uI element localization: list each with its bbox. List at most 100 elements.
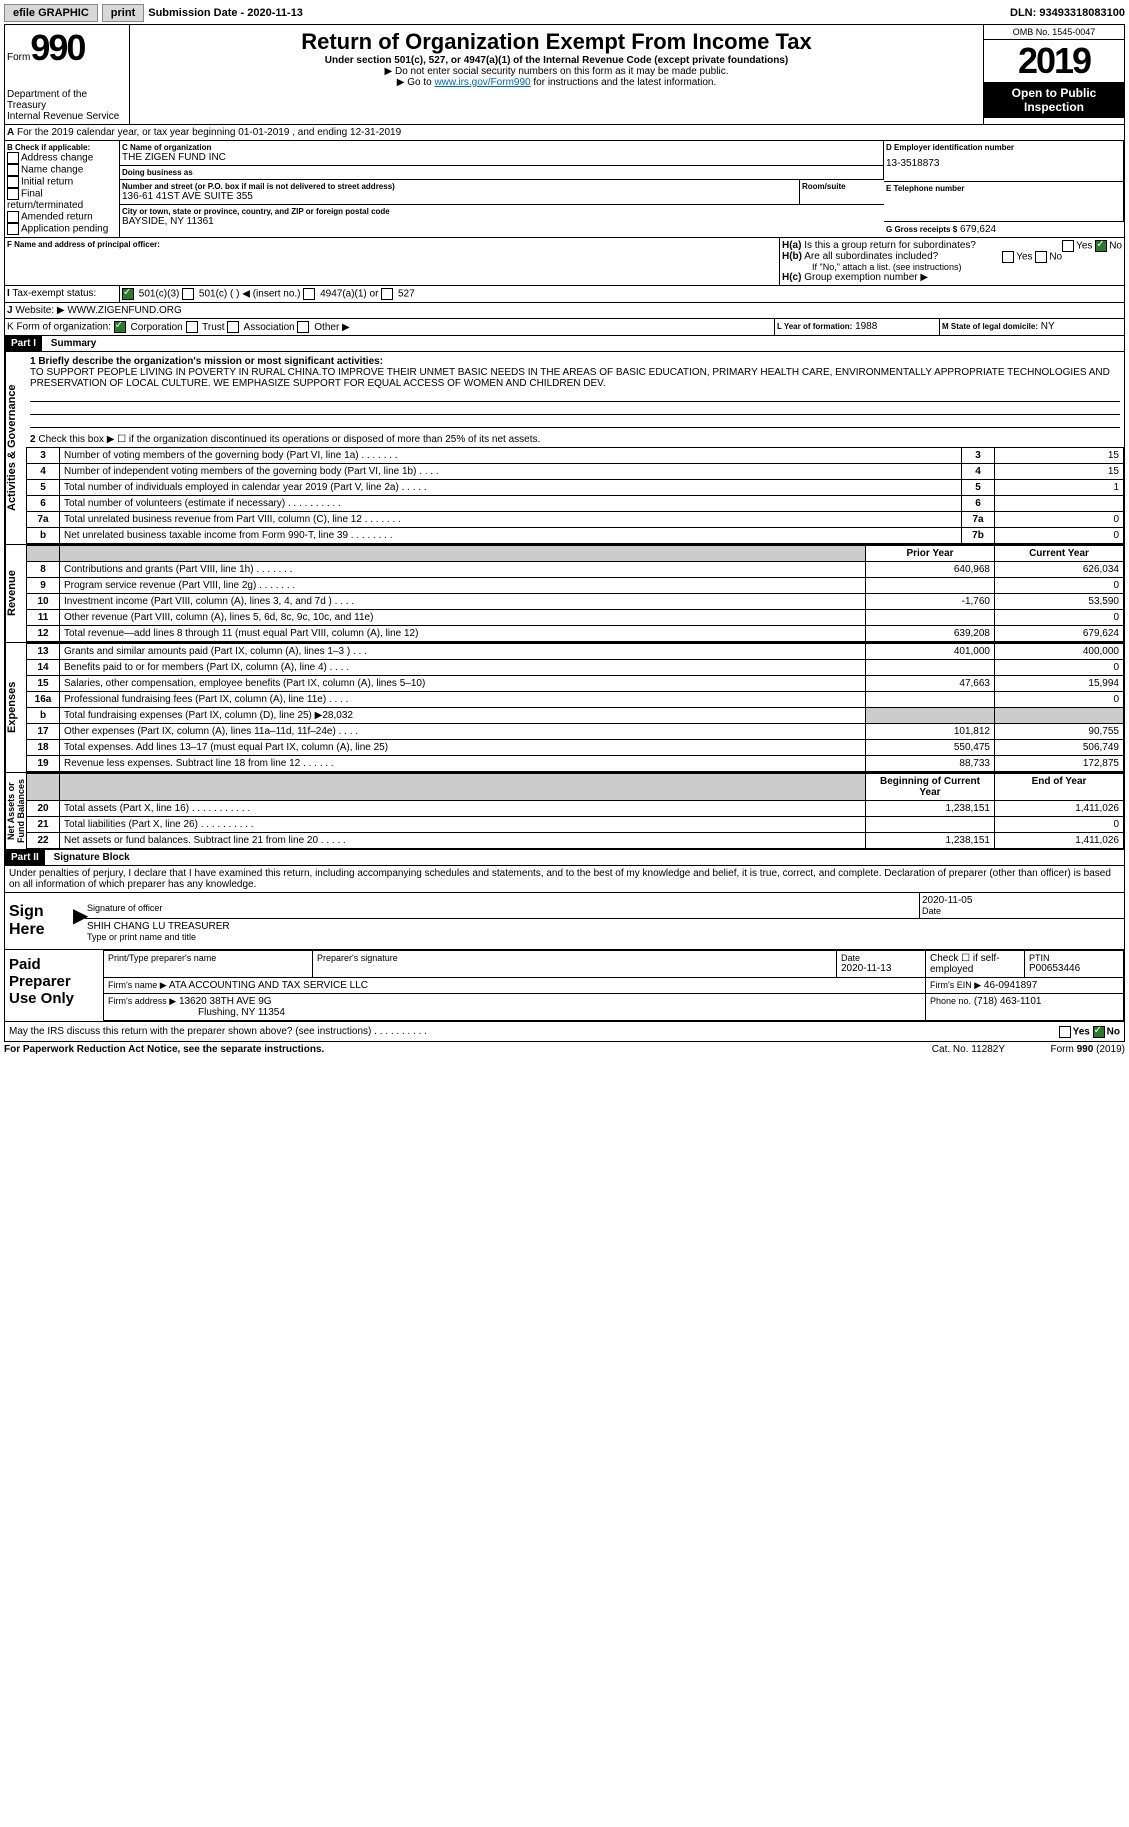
officer-label: F Name and address of principal officer: <box>7 240 777 249</box>
firm-name: ATA ACCOUNTING AND TAX SERVICE LLC <box>169 980 368 991</box>
line2-text: Check this box ▶ ☐ if the organization d… <box>38 434 540 445</box>
box-k-opt[interactable] <box>186 321 198 333</box>
website-label: Website: ▶ <box>15 305 64 316</box>
perjury-text: Under penalties of perjury, I declare th… <box>4 866 1125 893</box>
public-inspection: Open to Public Inspection <box>984 82 1124 118</box>
box-k-opt[interactable] <box>114 321 126 333</box>
footer-cat: Cat. No. 11282Y <box>932 1044 1005 1055</box>
tax-year: 2019 <box>984 40 1124 82</box>
room-label: Room/suite <box>802 182 882 191</box>
box-b-opt[interactable]: Amended return <box>7 211 117 223</box>
firm-name-label: Firm's name ▶ <box>108 980 167 990</box>
prep-date: 2020-11-13 <box>841 963 921 974</box>
hb-yes[interactable] <box>1002 251 1014 263</box>
box-b-title: B Check if applicable: <box>7 143 117 152</box>
tax-status-opt[interactable] <box>303 288 315 300</box>
dept-treasury: Department of the Treasury Internal Reve… <box>7 69 127 122</box>
prep-sig-label: Preparer's signature <box>317 953 832 963</box>
part1-hdr: Part I <box>5 336 42 351</box>
mission-label: 1 Briefly describe the organization's mi… <box>30 356 383 367</box>
addr-label: Number and street (or P.O. box if mail i… <box>122 182 797 191</box>
box-b-opt[interactable]: Application pending <box>7 223 117 235</box>
self-employed: Check ☐ if self-employed <box>926 951 1025 978</box>
box-l-label: L Year of formation: <box>777 322 852 331</box>
form-title: Return of Organization Exempt From Incom… <box>134 29 979 55</box>
part2-hdr: Part II <box>5 850 45 865</box>
part1-title: Summary <box>45 336 103 351</box>
ha-yes[interactable] <box>1062 240 1074 252</box>
box-b-opt[interactable]: Address change <box>7 152 117 164</box>
sign-here: Sign Here <box>5 893 73 949</box>
firm-addr1: 13620 38TH AVE 9G <box>179 996 272 1007</box>
form-number: 990 <box>30 27 84 68</box>
gross-receipts: 679,624 <box>960 224 996 235</box>
tax-status-opt[interactable] <box>122 288 134 300</box>
ptin: P00653446 <box>1029 963 1119 974</box>
firm-ein-label: Firm's EIN ▶ <box>930 980 981 990</box>
firm-addr-label: Firm's address ▶ <box>108 996 176 1006</box>
dba-label: Doing business as <box>122 168 881 177</box>
firm-phone-label: Phone no. <box>930 996 971 1006</box>
dln: DLN: 93493318083100 <box>1010 7 1125 19</box>
discuss-text: May the IRS discuss this return with the… <box>9 1026 427 1037</box>
period-line: A For the 2019 calendar year, or tax yea… <box>5 125 1124 140</box>
activities-governance-label: Activities & Governance <box>5 352 26 544</box>
footer-left: For Paperwork Reduction Act Notice, see … <box>4 1044 324 1055</box>
form-prefix: Form <box>7 52 30 63</box>
arrow-icon: ▶ <box>73 893 85 949</box>
firm-ein: 46-0941897 <box>984 980 1037 991</box>
domicile: NY <box>1041 321 1055 332</box>
tax-status-opt[interactable] <box>381 288 393 300</box>
efile-button[interactable]: efile GRAPHIC <box>4 4 98 22</box>
submission-date: Submission Date - 2020-11-13 <box>148 7 303 19</box>
box-b-opt[interactable]: Initial return <box>7 176 117 188</box>
mission-text: TO SUPPORT PEOPLE LIVING IN POVERTY IN R… <box>30 367 1120 389</box>
ha-no[interactable] <box>1095 240 1107 252</box>
hb-text: Are all subordinates included? <box>804 251 938 262</box>
prep-date-label: Date <box>841 953 921 963</box>
org-name: THE ZIGEN FUND INC <box>122 152 881 163</box>
footer-right: Form 990 (2019) <box>1005 1044 1125 1055</box>
city: BAYSIDE, NY 11361 <box>122 216 882 227</box>
top-action-bar: efile GRAPHIC print Submission Date - 20… <box>4 4 1125 22</box>
omb-number: OMB No. 1545-0047 <box>984 25 1124 40</box>
box-b-opt[interactable]: Name change <box>7 164 117 176</box>
print-button[interactable]: print <box>102 4 144 22</box>
box-b-opt[interactable]: Final return/terminated <box>7 188 117 211</box>
ptin-label: PTIN <box>1029 953 1119 963</box>
website-url: WWW.ZIGENFUND.ORG <box>67 305 181 316</box>
hb-no[interactable] <box>1035 251 1047 263</box>
ha-text: Is this a group return for subordinates? <box>804 240 976 251</box>
hint-link: ▶ Go to www.irs.gov/Form990 for instruct… <box>134 77 979 88</box>
box-k-opt[interactable] <box>227 321 239 333</box>
officer-name: SHIH CHANG LU TREASURER <box>87 921 1122 932</box>
org-name-label: C Name of organization <box>122 143 881 152</box>
year-formation: 1988 <box>855 321 877 332</box>
box-m-label: M State of legal domicile: <box>942 322 1038 331</box>
receipts-label: G Gross receipts $ <box>886 225 957 234</box>
form-subtitle: Under section 501(c), 527, or 4947(a)(1)… <box>134 55 979 66</box>
discuss-no[interactable] <box>1093 1026 1105 1038</box>
tax-status-label: Tax-exempt status: <box>12 288 96 299</box>
box-k-opt[interactable] <box>297 321 309 333</box>
sig-officer-label: Signature of officer <box>87 903 917 913</box>
net-assets-label: Net Assets orFund Balances <box>5 773 26 849</box>
phone-label: E Telephone number <box>886 184 1121 193</box>
city-label: City or town, state or province, country… <box>122 207 882 216</box>
discuss-yes[interactable] <box>1059 1026 1071 1038</box>
revenue-label: Revenue <box>5 545 26 642</box>
tax-status-opt[interactable] <box>182 288 194 300</box>
irs-link[interactable]: www.irs.gov/Form990 <box>434 77 530 88</box>
officer-name-label: Type or print name and title <box>87 932 1122 942</box>
expenses-label: Expenses <box>5 643 26 772</box>
firm-phone: (718) 463-1101 <box>974 996 1042 1007</box>
sig-date: 2020-11-05 <box>922 895 1122 906</box>
hint-ssn: ▶ Do not enter social security numbers o… <box>134 66 979 77</box>
firm-addr2: Flushing, NY 11354 <box>108 1007 285 1018</box>
address: 136-61 41ST AVE SUITE 355 <box>122 191 797 202</box>
part2-title: Signature Block <box>48 850 136 865</box>
ein-label: D Employer identification number <box>886 143 1121 152</box>
paid-preparer: Paid Preparer Use Only <box>5 950 103 1021</box>
hb-note: If "No," attach a list. (see instruction… <box>782 262 1122 272</box>
box-k-label: K Form of organization: <box>7 322 111 333</box>
